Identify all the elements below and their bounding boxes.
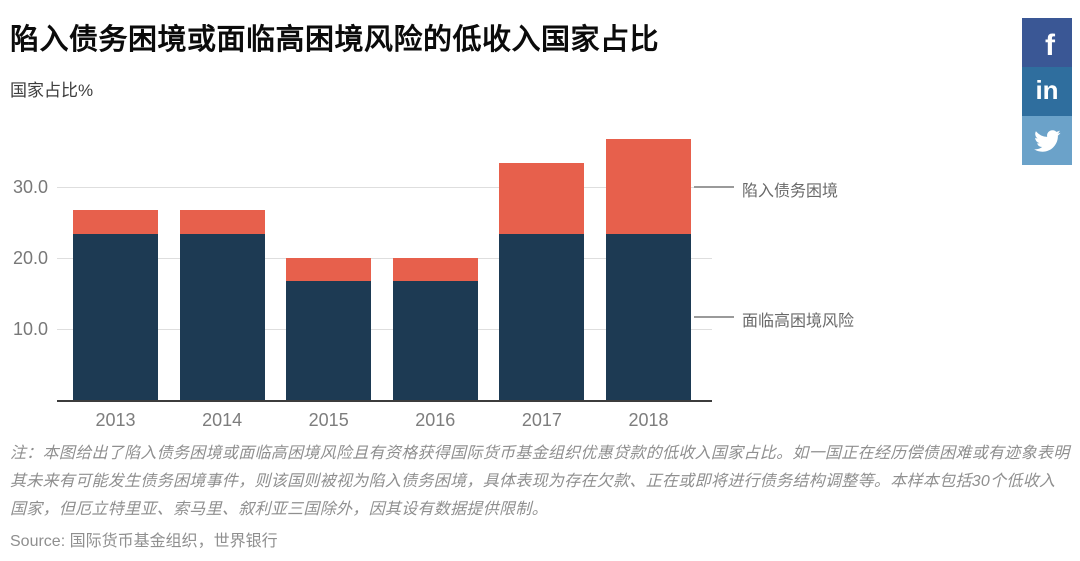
x-axis-tick-label: 2013: [95, 410, 136, 430]
x-axis-line: [57, 400, 712, 402]
y-axis-tick-label: 20.0: [12, 247, 48, 268]
facebook-share-button[interactable]: f: [1022, 18, 1072, 67]
bar-segment-high-risk: [499, 234, 585, 400]
twitter-share-button[interactable]: [1022, 116, 1072, 165]
bar-segment-in-debt-distress: [286, 257, 372, 282]
bar-2015: [286, 257, 372, 400]
bar-segment-high-risk: [73, 234, 158, 400]
bar-segment-in-debt-distress: [392, 257, 478, 282]
bar-segment-high-risk: [179, 234, 265, 400]
legend-callout-line: [694, 316, 734, 319]
x-axis-tick-label: 2018: [628, 410, 669, 430]
bar-segment-high-risk: [392, 281, 478, 400]
bar-segment-in-debt-distress: [499, 163, 585, 235]
bar-2013: [73, 210, 158, 400]
twitter-icon: [1034, 129, 1061, 152]
chart-footnote: 注：本图给出了陷入债务困境或面临高困境风险且有资格获得国际货币基金组织优惠贷款的…: [10, 445, 1070, 518]
page-title: 陷入债务困境或面临高困境风险的低收入国家占比: [10, 24, 660, 56]
bar-segment-in-debt-distress: [179, 210, 265, 235]
bar-2016: [392, 257, 478, 400]
x-axis-tick-label: 2015: [308, 410, 349, 430]
bar-segment-high-risk: [606, 234, 691, 400]
share-buttons: f in: [1022, 18, 1072, 165]
y-axis-unit-label: 国家占比%: [10, 81, 94, 100]
bar-segment-high-risk: [286, 281, 372, 400]
y-axis-tick-label: 10.0: [12, 318, 48, 339]
bar-2014: [179, 210, 265, 400]
source-attribution: Source: 国际货币基金组织，世界银行: [10, 533, 278, 550]
gridline: [57, 186, 712, 188]
legend-label-high-risk: 面临高困境风险: [742, 313, 855, 331]
legend-callout-line: [694, 185, 734, 188]
gridline: [57, 328, 712, 330]
x-axis-tick-label: 2014: [202, 410, 243, 430]
linkedin-share-button[interactable]: in: [1022, 67, 1072, 116]
stacked-bar-chart: 10.0 20.0 30.0 2013 2014 2015 2016 2017 2018 陷入债务…: [0, 120, 1080, 440]
x-axis-tick-label: 2016: [415, 410, 456, 430]
bar-segment-in-debt-distress: [73, 210, 158, 235]
x-axis-tick-label: 2017: [521, 410, 562, 430]
y-axis-tick-label: 30.0: [12, 176, 48, 197]
facebook-icon: f: [1045, 28, 1055, 62]
bar-2018: [606, 139, 691, 400]
gridline: [57, 257, 712, 259]
legend-label-in-debt-distress: 陷入债务困境: [742, 182, 839, 200]
linkedin-icon: in: [1035, 75, 1059, 105]
bar-segment-in-debt-distress: [606, 139, 691, 235]
bar-2017: [499, 163, 585, 400]
